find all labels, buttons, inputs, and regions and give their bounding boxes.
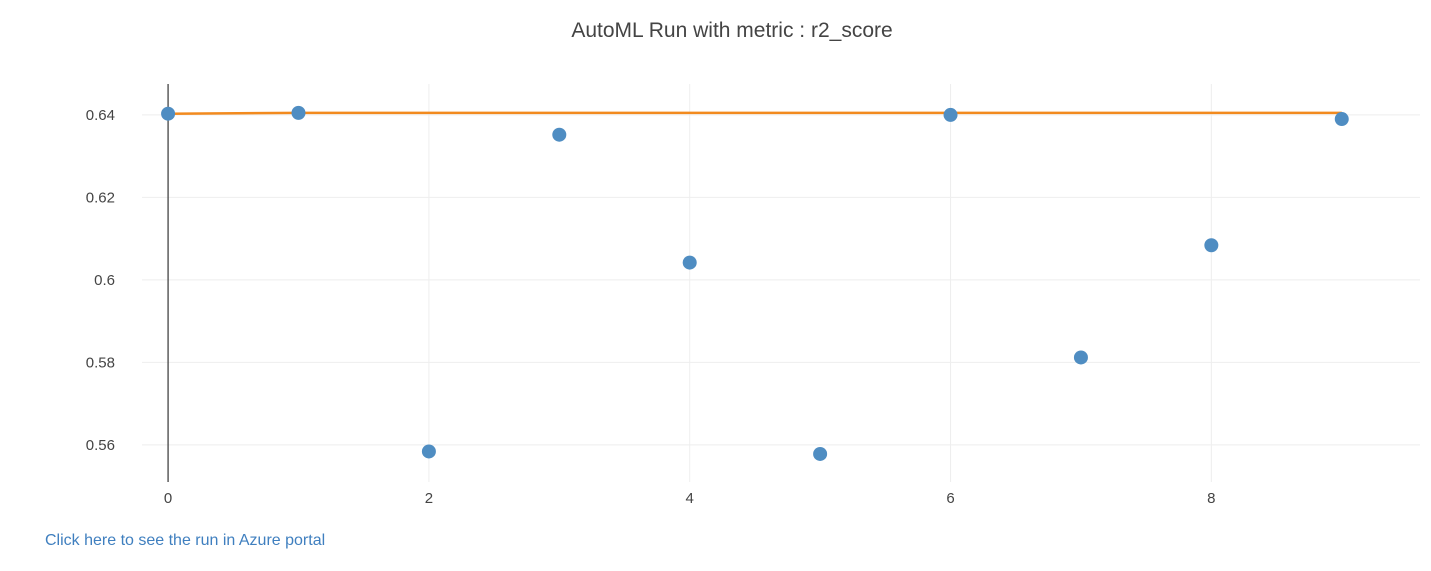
y-tick-label: 0.58 xyxy=(86,354,115,371)
chart-title: AutoML Run with metric : r2_score xyxy=(571,19,892,42)
y-tick-label: 0.64 xyxy=(86,107,115,124)
best-score-line-series xyxy=(168,111,1342,115)
x-tick-label: 4 xyxy=(686,490,694,507)
score-point[interactable] xyxy=(552,127,567,142)
score-point[interactable] xyxy=(682,255,697,270)
y-tick-label: 0.56 xyxy=(86,437,115,454)
x-tick-label: 6 xyxy=(946,490,954,507)
score-point[interactable] xyxy=(161,106,176,121)
score-point[interactable] xyxy=(813,446,828,461)
azure-portal-link[interactable]: Click here to see the run in Azure porta… xyxy=(45,532,326,549)
x-tick-label: 8 xyxy=(1207,490,1215,507)
x-tick-label: 0 xyxy=(164,490,172,507)
y-tick-label: 0.62 xyxy=(86,189,115,206)
grid-lines xyxy=(142,84,1420,482)
score-points-series xyxy=(161,105,1349,461)
score-point[interactable] xyxy=(1073,350,1088,365)
score-point[interactable] xyxy=(421,444,436,459)
score-point[interactable] xyxy=(1334,112,1349,127)
score-point[interactable] xyxy=(1204,238,1219,253)
score-point[interactable] xyxy=(291,105,306,120)
x-tick-label: 2 xyxy=(425,490,433,507)
y-tick-label: 0.6 xyxy=(94,272,115,289)
score-point[interactable] xyxy=(943,107,958,122)
best-score-line xyxy=(168,111,1342,115)
tick-labels: 0.56 0.58 0.6 0.62 0.64 0 2 4 6 8 xyxy=(86,107,1216,507)
